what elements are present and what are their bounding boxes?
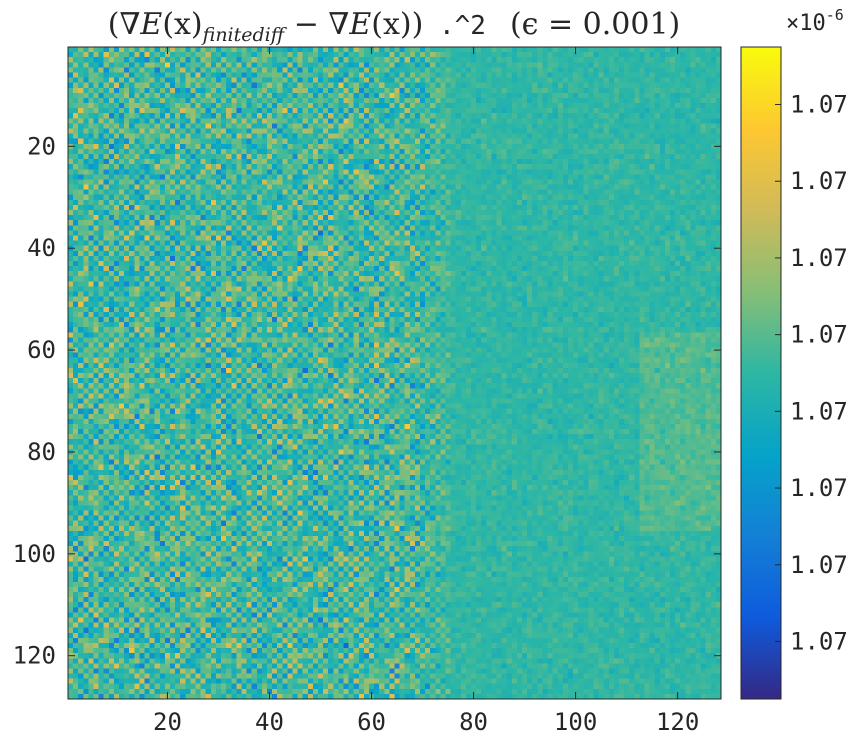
- x-axis: 20 40 60 80 100 120: [153, 47, 699, 736]
- y-tick-label: 40: [27, 234, 56, 262]
- colorbar-tick-label: 1.07: [790, 244, 848, 272]
- colorbar-tick-label: 1.07: [790, 397, 848, 425]
- x-tick-label: 60: [357, 708, 386, 736]
- y-tick-label: 60: [27, 336, 56, 364]
- x-tick-label: 20: [153, 708, 182, 736]
- y-tick-label: 100: [13, 540, 56, 568]
- colorbar-exponent-label: ×10-6: [786, 6, 844, 36]
- y-tick-label: 80: [27, 438, 56, 466]
- colorbar-tick-label: 1.07: [790, 91, 848, 119]
- x-tick-label: 120: [656, 708, 699, 736]
- colorbar-tick-label: 1.07: [790, 627, 848, 655]
- colorbar-tick-label: 1.07: [790, 167, 848, 195]
- heatmap-image: [68, 47, 721, 699]
- x-tick-label: 40: [255, 708, 284, 736]
- colorbar-tick-label: 1.07: [790, 551, 848, 579]
- colorbar-ticks: 1.07 1.07 1.07 1.07 1.07 1.07 1.07 1.07: [775, 91, 848, 655]
- colorbar-gradient: [741, 47, 781, 699]
- colorbar-tick-label: 1.07: [790, 321, 848, 349]
- x-tick-label: 80: [459, 708, 488, 736]
- y-tick-label: 120: [13, 642, 56, 670]
- colorbar-tick-label: 1.07: [790, 474, 848, 502]
- chart-title: (∇E(x)finitediff − ∇E(x)) .^2 (ϵ = 0.001): [108, 7, 681, 46]
- colorbar-frame: [740, 46, 782, 700]
- y-axis: 20 40 60 80 100 120: [13, 132, 721, 670]
- x-tick-label: 100: [554, 708, 597, 736]
- y-tick-label: 20: [27, 132, 56, 160]
- axes-box: [67, 46, 722, 700]
